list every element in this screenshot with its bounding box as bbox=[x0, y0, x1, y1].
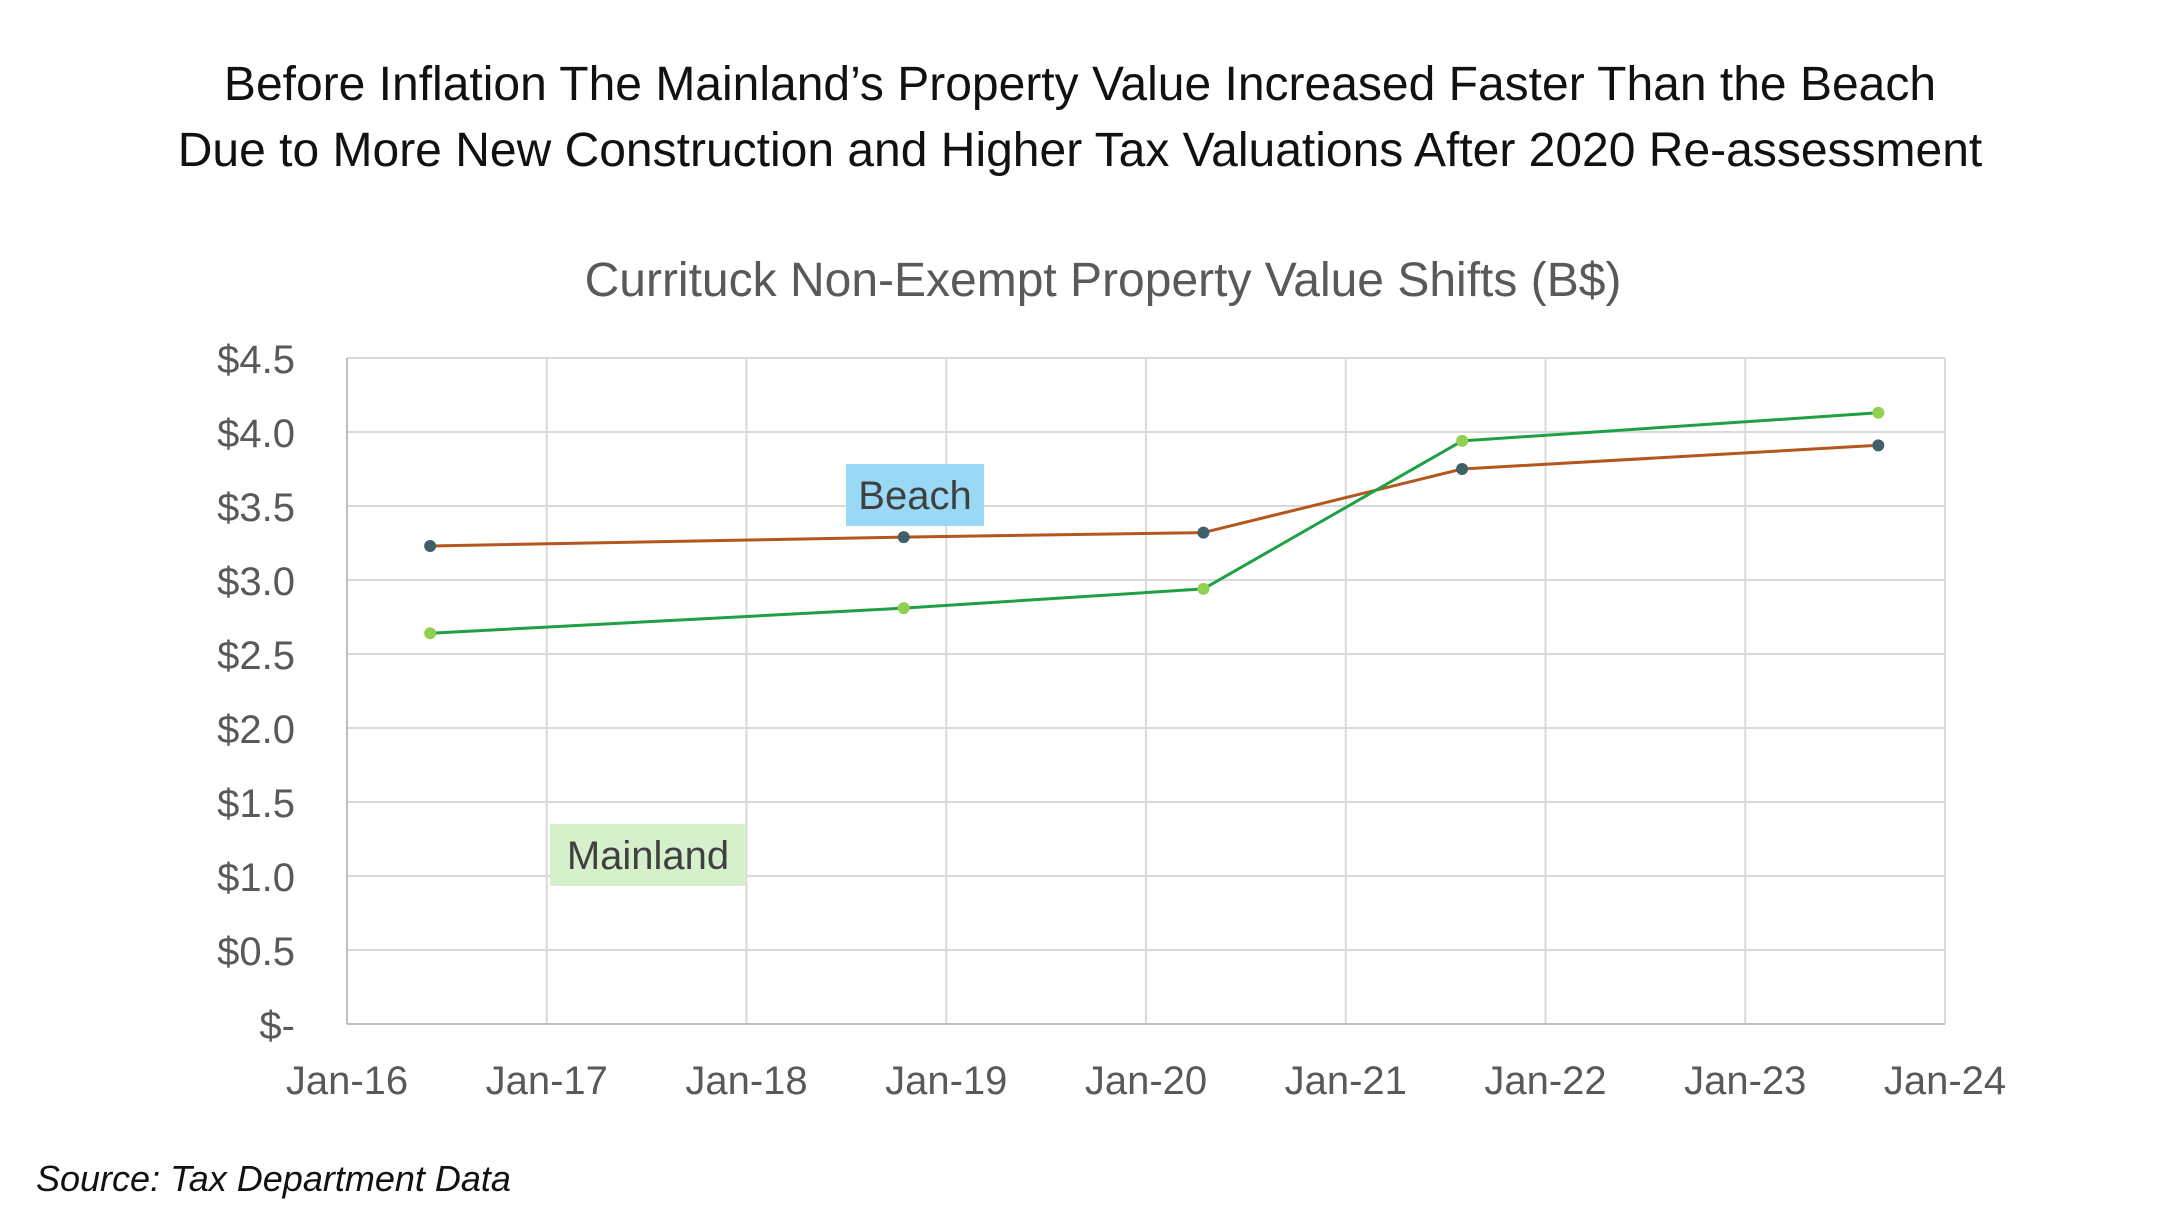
x-tick-label: Jan-22 bbox=[1484, 1059, 1606, 1103]
series-labels: Beach Mainland bbox=[550, 464, 984, 886]
y-tick-label: $0.5 bbox=[217, 930, 295, 974]
mainland-point bbox=[1197, 582, 1210, 595]
axes: $- $0.5 $1.0 $1.5 $2.0 $2.5 $3.0 $3.5 $4.0 $4.5 Ja… bbox=[217, 338, 2006, 1103]
mainland-point bbox=[897, 602, 910, 615]
y-tick-label: $2.0 bbox=[217, 708, 295, 752]
beach-label-box bbox=[846, 464, 984, 526]
beach-point bbox=[424, 539, 437, 552]
y-tick-label: $4.5 bbox=[217, 338, 295, 382]
beach-series-label: Beach bbox=[846, 464, 984, 526]
mainland-point bbox=[1872, 406, 1885, 419]
beach-point bbox=[1872, 439, 1885, 452]
x-tick-label: Jan-18 bbox=[685, 1059, 807, 1103]
chart-title: Currituck Non-Exempt Property Value Shif… bbox=[585, 254, 1622, 307]
y-tick-label: $- bbox=[259, 1004, 295, 1048]
mainland-point bbox=[424, 627, 437, 640]
y-tick-label: $4.0 bbox=[217, 412, 295, 456]
mainland-label-box bbox=[550, 824, 746, 886]
series-layer bbox=[424, 406, 1885, 640]
mainland-series-label: Mainland bbox=[550, 824, 746, 886]
x-tick-label: Jan-23 bbox=[1684, 1059, 1806, 1103]
headline: Before Inflation The Mainland’s Property… bbox=[0, 52, 2160, 184]
beach-point bbox=[897, 531, 910, 544]
x-tick-label: Jan-21 bbox=[1285, 1059, 1407, 1103]
y-tick-label: $3.0 bbox=[217, 560, 295, 604]
y-tick-label: $3.5 bbox=[217, 486, 295, 530]
gridlines bbox=[346, 357, 1946, 1025]
beach-line bbox=[430, 443, 1879, 548]
headline-line-1: Before Inflation The Mainland’s Property… bbox=[223, 58, 1937, 111]
mainland-point bbox=[1456, 434, 1469, 447]
y-tick-label: $1.0 bbox=[217, 856, 295, 900]
x-tick-label: Jan-19 bbox=[885, 1059, 1007, 1103]
beach-point bbox=[1197, 526, 1210, 539]
beach-label-text: Beach bbox=[858, 474, 971, 518]
beach-point bbox=[1456, 463, 1469, 475]
beach-series bbox=[424, 439, 1885, 552]
x-tick-label: Jan-20 bbox=[1085, 1059, 1207, 1103]
y-tick-label: $1.5 bbox=[217, 782, 295, 826]
headline-line-2: Due to More New Construction and Higher … bbox=[177, 124, 1983, 177]
y-tick-label: $2.5 bbox=[217, 634, 295, 678]
x-tick-label: Jan-17 bbox=[486, 1059, 608, 1103]
source-note: Source: Tax Department Data bbox=[36, 1158, 511, 1199]
mainland-series bbox=[424, 406, 1885, 640]
x-tick-label: Jan-24 bbox=[1884, 1059, 2006, 1103]
mainland-line bbox=[430, 411, 1879, 635]
x-tick-label: Jan-16 bbox=[286, 1059, 408, 1103]
mainland-label-text: Mainland bbox=[567, 834, 729, 878]
